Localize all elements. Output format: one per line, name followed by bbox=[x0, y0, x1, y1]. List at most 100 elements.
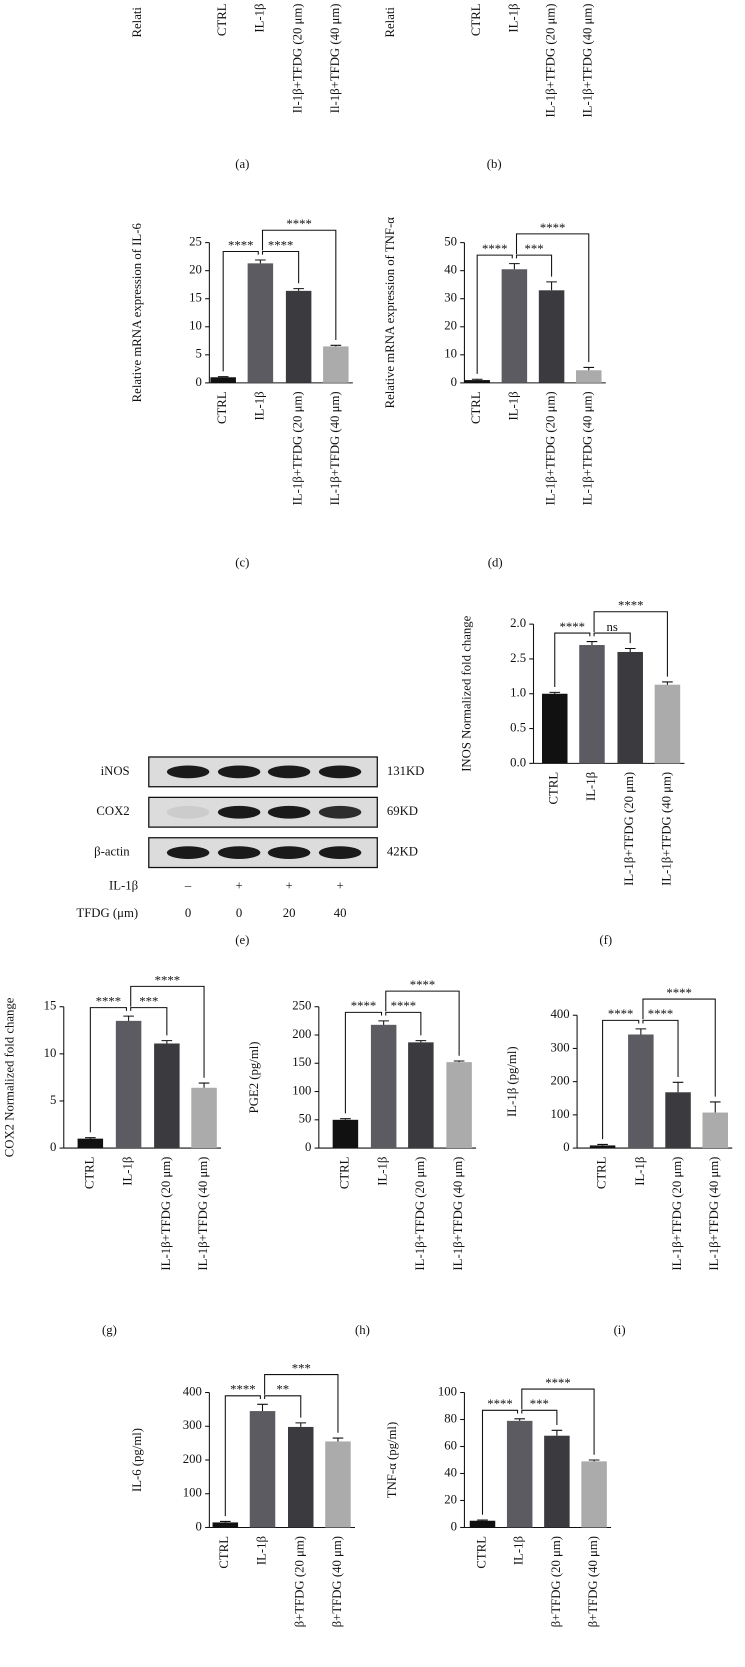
blot-band bbox=[267, 805, 311, 819]
blot-band bbox=[217, 805, 261, 819]
y-tick-label: 80 bbox=[444, 1411, 457, 1425]
panel-caption: (h) bbox=[355, 1323, 370, 1337]
y-tick-label: 5 bbox=[50, 1093, 56, 1107]
significance-label: **** bbox=[560, 620, 586, 634]
y-tick-label: 200 bbox=[551, 1074, 570, 1088]
y-tick-label: 40 bbox=[444, 263, 457, 277]
bar bbox=[581, 1461, 607, 1528]
x-tick-label: CTRL bbox=[215, 391, 229, 424]
bar bbox=[501, 269, 528, 383]
significance-bracket bbox=[476, 254, 513, 374]
y-tick-label: 5 bbox=[196, 347, 202, 361]
x-tick-label: IL-1β+TFDG (40 μm) bbox=[581, 391, 595, 505]
y-tick-label: 400 bbox=[551, 1007, 570, 1021]
error-bar bbox=[217, 376, 229, 378]
significance-label: **** bbox=[230, 1383, 255, 1397]
blot-band bbox=[318, 765, 362, 779]
y-tick-label: 30 bbox=[444, 291, 457, 305]
blot-size-label: 69KD bbox=[387, 804, 418, 818]
significance-bracket bbox=[554, 632, 591, 688]
bar bbox=[544, 1435, 570, 1528]
significance-bracket bbox=[264, 1395, 302, 1418]
error-bar bbox=[415, 1040, 427, 1043]
significance-label: *** bbox=[292, 1361, 311, 1375]
x-tick-label: IL-1β+TFDG (20 μm) bbox=[413, 1157, 427, 1271]
error-bar bbox=[624, 647, 636, 652]
y-axis-label: INOS Normalized fold change bbox=[460, 615, 474, 771]
bar-chart: CTRL IL-1β IL-1β+TFDG (20 μm) IL-1β+TFDG (4… bbox=[460, 599, 685, 886]
treatment-level: 40 bbox=[334, 906, 347, 920]
bar bbox=[325, 1441, 351, 1528]
x-tick-label: Il-1β+TFDG (40 μm) bbox=[328, 3, 342, 113]
y-tick-label: 20 bbox=[189, 263, 202, 277]
error-bar bbox=[295, 1422, 307, 1427]
blot-band bbox=[166, 805, 210, 819]
y-tick-label: 0 bbox=[305, 1140, 311, 1154]
bar bbox=[212, 1522, 239, 1528]
bar bbox=[408, 1042, 434, 1149]
y-tick-label: 40 bbox=[444, 1465, 457, 1479]
bar-chart: CTRL IL-1β IL-1β+TFDG (20 μm) IL-1β+TFDG (4… bbox=[3, 973, 222, 1271]
y-tick-label: 0.5 bbox=[510, 720, 526, 734]
significance-label: **** bbox=[487, 1397, 512, 1411]
bar bbox=[654, 684, 681, 764]
bar-chart: CTRL IL-1β IL-1β+TFDG (20 μm) IL-1β+TFDG (4… bbox=[247, 978, 477, 1271]
bar bbox=[506, 1420, 533, 1528]
y-tick-label: 200 bbox=[292, 1027, 311, 1041]
y-tick-label: 10 bbox=[189, 319, 202, 333]
significance-bracket bbox=[515, 254, 553, 277]
y-tick-label: 0 bbox=[451, 1519, 457, 1533]
significance-bracket bbox=[521, 1409, 558, 1425]
treatment-level: 0 bbox=[185, 906, 191, 920]
error-bar bbox=[255, 259, 266, 264]
bar bbox=[576, 370, 602, 383]
significance-label: **** bbox=[545, 1376, 571, 1390]
x-tick-label: CTRL bbox=[337, 1156, 351, 1189]
x-tick-label: CTRL bbox=[217, 1536, 231, 1569]
error-bar bbox=[257, 1403, 268, 1412]
y-tick-label: 300 bbox=[551, 1040, 570, 1054]
x-tick-label: IL-1β+TFDG (40 μm) bbox=[196, 1157, 210, 1271]
bar bbox=[469, 1520, 496, 1528]
y-tick-label: 250 bbox=[292, 999, 311, 1013]
y-tick-label: 100 bbox=[292, 1083, 311, 1097]
blot-band bbox=[267, 846, 311, 860]
treatment-label: IL-1β bbox=[109, 879, 138, 893]
blot-band bbox=[217, 765, 261, 779]
error-bar bbox=[477, 1519, 488, 1521]
bar-chart: CTRL IL-1β β+TFDG (20 μm) β+TFDG (40 μm) IL-… bbox=[130, 1361, 355, 1627]
y-tick-label: 300 bbox=[183, 1418, 202, 1432]
significance-bracket bbox=[593, 632, 631, 644]
x-tick-label: IL-1β bbox=[376, 1157, 390, 1186]
x-tick-label: IL-1β+TFDG (20 μm) bbox=[159, 1157, 173, 1271]
error-bar bbox=[378, 1020, 389, 1025]
x-tick-label: IL-1β bbox=[512, 1536, 526, 1565]
y-tick-label: 20 bbox=[444, 1492, 457, 1506]
blot-band bbox=[166, 846, 210, 860]
bar bbox=[210, 377, 236, 383]
x-tick-label: CTRL bbox=[547, 772, 561, 805]
x-tick-label: IL-1β+TFDG (40 μm) bbox=[328, 391, 342, 505]
x-tick-label: β+TFDG (20 μm) bbox=[549, 1536, 563, 1627]
panel-caption: (e) bbox=[235, 933, 249, 947]
bar bbox=[617, 651, 643, 764]
significance-label: **** bbox=[268, 238, 294, 252]
bar bbox=[323, 346, 349, 383]
blot-row-label: iNOS bbox=[101, 764, 130, 778]
blot-size-label: 131KD bbox=[387, 764, 425, 778]
y-tick-label: 50 bbox=[444, 235, 457, 249]
error-bar bbox=[586, 641, 598, 646]
y-tick-label: 0 bbox=[451, 375, 457, 389]
significance-label: ** bbox=[276, 1383, 289, 1397]
significance-bracket bbox=[261, 229, 337, 340]
y-tick-label: 100 bbox=[438, 1384, 457, 1398]
y-tick-label: 100 bbox=[183, 1486, 202, 1500]
bar bbox=[191, 1087, 217, 1149]
error-bar bbox=[514, 1418, 526, 1421]
y-tick-label: 0 bbox=[50, 1140, 56, 1154]
x-tick-label: IL-1β+TFDG (20 μm) bbox=[543, 3, 557, 117]
bar bbox=[538, 290, 565, 383]
error-bar bbox=[198, 1082, 210, 1088]
x-tick-label: CTRL bbox=[474, 1536, 488, 1569]
y-axis-label: PGE2 (pg/ml) bbox=[247, 1041, 261, 1113]
